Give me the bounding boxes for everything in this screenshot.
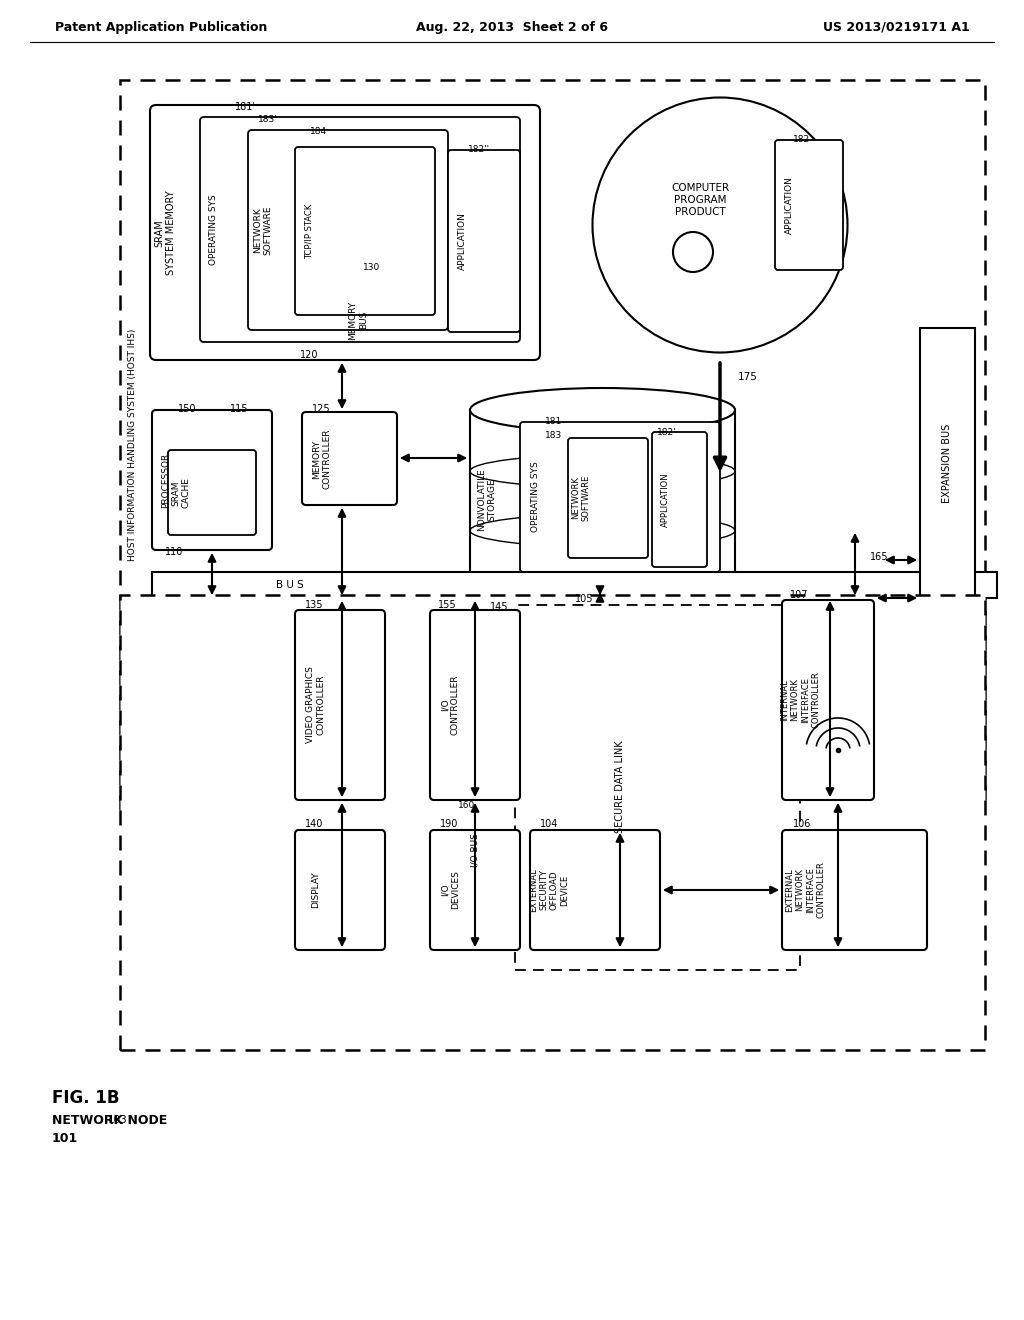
FancyBboxPatch shape (295, 610, 385, 800)
Text: NONVOLATILE
STORAGE: NONVOLATILE STORAGE (477, 469, 497, 532)
FancyBboxPatch shape (782, 830, 927, 950)
Text: 175: 175 (738, 372, 758, 381)
Text: OPERATING SYS: OPERATING SYS (210, 194, 218, 265)
Text: 150: 150 (178, 404, 197, 414)
Text: 103: 103 (108, 1115, 128, 1125)
Bar (515, 605, 800, 970)
FancyBboxPatch shape (302, 412, 397, 506)
FancyBboxPatch shape (775, 140, 843, 271)
Text: B U S: B U S (276, 579, 304, 590)
Text: 125: 125 (312, 404, 331, 414)
FancyBboxPatch shape (530, 830, 660, 950)
Text: 115: 115 (230, 404, 249, 414)
Text: TCP/IP STACK: TCP/IP STACK (304, 203, 313, 259)
Text: 135: 135 (305, 601, 324, 610)
Text: 106: 106 (793, 818, 811, 829)
Text: I/O
CONTROLLER: I/O CONTROLLER (440, 675, 460, 735)
Text: EXTERNAL
NETWORK
INTERFACE
CONTROLLER: EXTERNAL NETWORK INTERFACE CONTROLLER (785, 862, 825, 919)
FancyBboxPatch shape (449, 150, 520, 333)
FancyBboxPatch shape (152, 411, 272, 550)
Text: APPLICATION: APPLICATION (660, 473, 670, 527)
Text: SRAM
SYSTEM MEMORY: SRAM SYSTEM MEMORY (155, 190, 176, 276)
Text: COMPUTER
PROGRAM
PRODUCT: COMPUTER PROGRAM PRODUCT (671, 183, 729, 216)
Text: APPLICATION: APPLICATION (458, 213, 467, 269)
Text: 105: 105 (575, 594, 594, 605)
FancyBboxPatch shape (782, 601, 874, 800)
Text: HOST INFORMATION HANDLING SYSTEM (HOST IHS): HOST INFORMATION HANDLING SYSTEM (HOST I… (128, 329, 137, 561)
Text: 145: 145 (490, 602, 509, 612)
Bar (152, 572, 997, 598)
FancyBboxPatch shape (150, 106, 540, 360)
Text: 110: 110 (165, 546, 183, 557)
Text: SECURE DATA LINK: SECURE DATA LINK (615, 741, 625, 833)
Text: 104: 104 (540, 818, 558, 829)
Text: PROCESSOR: PROCESSOR (162, 453, 171, 508)
Bar (470, 411, 735, 590)
FancyBboxPatch shape (200, 117, 520, 342)
Ellipse shape (593, 98, 848, 352)
FancyBboxPatch shape (652, 432, 707, 568)
Text: 183': 183' (258, 115, 278, 124)
Bar (120, 81, 985, 810)
Text: MEMORY
BUS: MEMORY BUS (348, 301, 368, 339)
Ellipse shape (470, 568, 735, 612)
FancyBboxPatch shape (248, 129, 449, 330)
Text: 182: 182 (793, 135, 810, 144)
Text: MEMORY
CONTROLLER: MEMORY CONTROLLER (312, 429, 332, 490)
Text: 181: 181 (545, 417, 562, 426)
Bar (120, 595, 985, 1049)
FancyBboxPatch shape (430, 830, 520, 950)
Text: US 2013/0219171 A1: US 2013/0219171 A1 (823, 21, 970, 33)
Text: FIG. 1B: FIG. 1B (52, 1089, 120, 1107)
Text: EXTERNAL
SECURITY
OFFLOAD
DEVICE: EXTERNAL SECURITY OFFLOAD DEVICE (529, 869, 569, 912)
Text: NETWORK NODE: NETWORK NODE (52, 1114, 167, 1126)
Text: 140: 140 (305, 818, 324, 829)
Text: VIDEO GRAPHICS
CONTROLLER: VIDEO GRAPHICS CONTROLLER (306, 667, 326, 743)
Text: I/O BUS: I/O BUS (470, 833, 479, 867)
Text: SRAM
CACHE: SRAM CACHE (171, 478, 190, 508)
Text: INTERNAL
NETWORK
INTERFACE
CONTROLLER: INTERNAL NETWORK INTERFACE CONTROLLER (780, 672, 820, 729)
Text: DISPLAY: DISPLAY (311, 871, 321, 908)
Text: 101: 101 (52, 1131, 78, 1144)
Text: 183: 183 (545, 432, 562, 440)
Text: NETWORK
SOFTWARE: NETWORK SOFTWARE (571, 475, 591, 521)
Text: I/O
DEVICES: I/O DEVICES (440, 871, 460, 909)
Text: APPLICATION: APPLICATION (784, 176, 794, 234)
Text: 165: 165 (870, 552, 889, 562)
Bar (920, 327, 975, 598)
FancyBboxPatch shape (295, 147, 435, 315)
FancyBboxPatch shape (520, 422, 720, 572)
Text: OPERATING SYS: OPERATING SYS (531, 462, 541, 532)
Text: Aug. 22, 2013  Sheet 2 of 6: Aug. 22, 2013 Sheet 2 of 6 (416, 21, 608, 33)
Text: 107: 107 (790, 590, 809, 601)
Text: 181': 181' (234, 102, 256, 112)
Text: 182': 182' (657, 428, 677, 437)
FancyBboxPatch shape (295, 830, 385, 950)
Text: 130: 130 (362, 263, 380, 272)
Text: 160: 160 (458, 801, 475, 810)
Ellipse shape (470, 388, 735, 432)
Text: NETWORK
SOFTWARE: NETWORK SOFTWARE (253, 205, 272, 255)
Text: Patent Application Publication: Patent Application Publication (55, 21, 267, 33)
FancyBboxPatch shape (168, 450, 256, 535)
Text: EXPANSION BUS: EXPANSION BUS (942, 424, 952, 503)
Text: 182'': 182'' (468, 145, 490, 154)
Text: 155: 155 (438, 601, 457, 610)
FancyBboxPatch shape (568, 438, 648, 558)
Text: 190: 190 (440, 818, 459, 829)
Text: 184: 184 (310, 127, 327, 136)
FancyBboxPatch shape (430, 610, 520, 800)
Text: 120: 120 (300, 350, 318, 360)
